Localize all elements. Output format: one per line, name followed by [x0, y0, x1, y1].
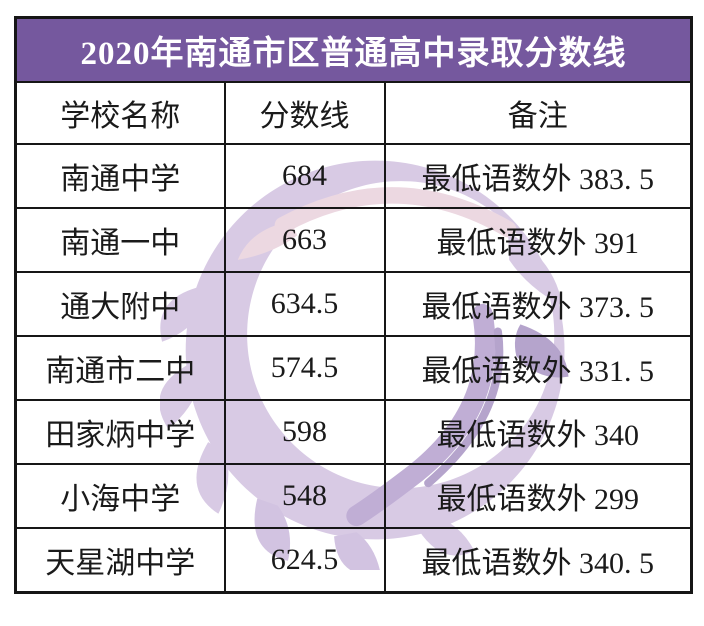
school-cell: 天星湖中学: [14, 527, 226, 594]
column-header-score: 分数线: [223, 81, 386, 145]
table-row: 天星湖中学 624.5 最低语数外 340. 5: [14, 527, 693, 594]
remark-cell: 最低语数外 340. 5: [383, 527, 693, 594]
remark-cell: 最低语数外 299: [383, 463, 693, 529]
score-cell: 684: [223, 143, 386, 209]
table-title: 2020年南通市区普通高中录取分数线: [14, 16, 693, 83]
remark-cell: 最低语数外 331. 5: [383, 335, 693, 401]
remark-cell: 最低语数外 340: [383, 399, 693, 465]
score-cell: 548: [223, 463, 386, 529]
school-cell: 南通一中: [14, 207, 226, 273]
school-cell: 小海中学: [14, 463, 226, 529]
table-row: 南通一中 663 最低语数外 391: [14, 207, 693, 273]
table-title-row: 2020年南通市区普通高中录取分数线: [14, 16, 693, 83]
school-cell: 南通市二中: [14, 335, 226, 401]
score-cell: 634.5: [223, 271, 386, 337]
table-row: 南通中学 684 最低语数外 383. 5: [14, 143, 693, 209]
school-cell: 通大附中: [14, 271, 226, 337]
score-cell: 624.5: [223, 527, 386, 594]
remark-cell: 最低语数外 383. 5: [383, 143, 693, 209]
remark-cell: 最低语数外 391: [383, 207, 693, 273]
table-row: 小海中学 548 最低语数外 299: [14, 463, 693, 529]
table-row: 田家炳中学 598 最低语数外 340: [14, 399, 693, 465]
column-header-school: 学校名称: [14, 81, 226, 145]
table-header-row: 学校名称 分数线 备注: [14, 81, 693, 145]
table-row: 南通市二中 574.5 最低语数外 331. 5: [14, 335, 693, 401]
column-header-remark: 备注: [383, 81, 693, 145]
score-cell: 663: [223, 207, 386, 273]
score-cell: 574.5: [223, 335, 386, 401]
admission-score-table: 2020年南通市区普通高中录取分数线 学校名称 分数线 备注 南通中学 684 …: [14, 16, 693, 594]
school-cell: 田家炳中学: [14, 399, 226, 465]
table-row: 通大附中 634.5 最低语数外 373. 5: [14, 271, 693, 337]
school-cell: 南通中学: [14, 143, 226, 209]
remark-cell: 最低语数外 373. 5: [383, 271, 693, 337]
score-cell: 598: [223, 399, 386, 465]
